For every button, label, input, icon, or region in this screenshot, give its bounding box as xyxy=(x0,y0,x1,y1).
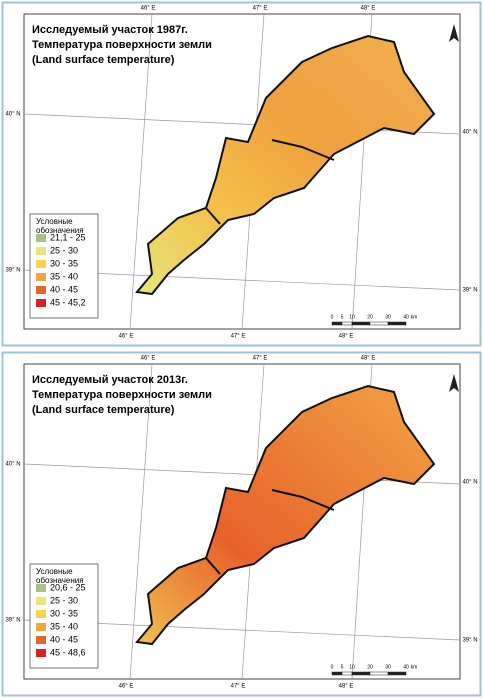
district-boundary xyxy=(205,557,221,575)
lon-label: 46° E xyxy=(141,356,156,362)
legend-label: 20,6 - 25 xyxy=(50,582,86,592)
study-area xyxy=(135,384,436,646)
study-area xyxy=(135,34,436,296)
lon-label: 46° E xyxy=(141,6,156,12)
lon-label: 47° E xyxy=(231,334,246,340)
scale-segment xyxy=(331,321,343,326)
scale-segment xyxy=(387,321,407,326)
lat-label: 40° N xyxy=(5,462,20,468)
legend-swatch xyxy=(36,636,46,644)
scale-segment xyxy=(341,321,353,326)
lon-label: 46° E xyxy=(119,684,134,690)
lon-label: 47° E xyxy=(231,684,246,690)
scale-label: 20 xyxy=(367,664,373,670)
legend-label: 45 - 45,2 xyxy=(50,297,86,307)
legend-swatch xyxy=(36,247,46,255)
legend-title: обозначения xyxy=(36,226,84,235)
lon-label: 48° E xyxy=(361,6,376,12)
graticule xyxy=(23,463,461,485)
legend-title: Условные xyxy=(36,217,73,226)
legend-label: 45 - 48,6 xyxy=(50,647,86,657)
legend-swatch xyxy=(36,286,46,294)
lat-label: 39° N xyxy=(5,618,20,624)
map-title: Исследуемый участок 2013г. xyxy=(32,374,188,386)
lon-label: 48° E xyxy=(339,684,354,690)
legend-label: 30 - 35 xyxy=(50,608,78,618)
legend-title: обозначения xyxy=(36,576,84,585)
lon-label: 48° E xyxy=(361,356,376,362)
lat-label: 40° N xyxy=(5,112,20,118)
lon-label: 47° E xyxy=(253,356,268,362)
legend-swatch xyxy=(36,299,46,307)
legend-swatch xyxy=(36,597,46,605)
legend-swatch xyxy=(36,584,46,592)
legend-swatch xyxy=(36,273,46,281)
lon-label: 46° E xyxy=(119,334,134,340)
map-title: (Land surface temperature) xyxy=(32,54,175,66)
scale-segment xyxy=(331,671,343,676)
scale-label: km xyxy=(411,314,418,320)
legend-swatch xyxy=(36,610,46,618)
scale-label: 20 xyxy=(367,314,373,320)
legend-label: 40 - 45 xyxy=(50,634,78,644)
scale-segment xyxy=(369,671,389,676)
lon-label: 48° E xyxy=(339,334,354,340)
scale-label: 10 xyxy=(349,664,355,670)
district-boundary xyxy=(271,489,335,511)
district-boundary xyxy=(205,207,221,225)
scale-segment xyxy=(351,321,371,326)
map-title: Исследуемый участок 1987г. xyxy=(32,24,188,36)
scale-label: 0 xyxy=(331,664,334,670)
scale-segment xyxy=(387,671,407,676)
legend-label: 21,1 - 25 xyxy=(50,232,86,242)
north-arrow xyxy=(449,374,459,392)
scale-label: 40 xyxy=(403,664,409,670)
scale-label: 5 xyxy=(341,664,344,670)
map-title: Температура поверхности земли xyxy=(32,39,212,51)
legend-label: 40 - 45 xyxy=(50,284,78,294)
legend-label: 25 - 30 xyxy=(50,595,78,605)
scale-segment xyxy=(351,671,371,676)
lat-label: 39° N xyxy=(462,288,477,294)
scale-label: 30 xyxy=(385,664,391,670)
map-panel: Исследуемый участок 1987г. Температура по… xyxy=(1,1,482,347)
legend-swatch xyxy=(36,623,46,631)
map-title: Температура поверхности земли xyxy=(32,389,212,401)
lat-label: 39° N xyxy=(462,638,477,644)
scale-label: 0 xyxy=(331,314,334,320)
legend-label: 25 - 30 xyxy=(50,245,78,255)
legend-label: 30 - 35 xyxy=(50,258,78,268)
lat-label: 39° N xyxy=(5,268,20,274)
lon-label: 47° E xyxy=(253,6,268,12)
map-panel: Исследуемый участок 2013г. Температура по… xyxy=(1,351,482,697)
legend-swatch xyxy=(36,260,46,268)
scale-label: 10 xyxy=(349,314,355,320)
legend-swatch xyxy=(36,649,46,657)
scale-label: 40 xyxy=(403,314,409,320)
scale-label: 30 xyxy=(385,314,391,320)
scale-segment xyxy=(369,321,389,326)
legend-swatch xyxy=(36,234,46,242)
scale-label: km xyxy=(411,664,418,670)
graticule xyxy=(129,13,153,330)
graticule xyxy=(23,113,461,135)
district-boundary xyxy=(271,139,335,161)
scale-label: 5 xyxy=(341,314,344,320)
lat-label: 40° N xyxy=(462,130,477,136)
lat-label: 40° N xyxy=(462,480,477,486)
legend-label: 35 - 40 xyxy=(50,621,78,631)
graticule xyxy=(129,363,153,680)
legend-title: Условные xyxy=(36,567,73,576)
legend-label: 35 - 40 xyxy=(50,271,78,281)
map-title: (Land surface temperature) xyxy=(32,404,175,416)
north-arrow xyxy=(449,24,459,42)
scale-segment xyxy=(341,671,353,676)
